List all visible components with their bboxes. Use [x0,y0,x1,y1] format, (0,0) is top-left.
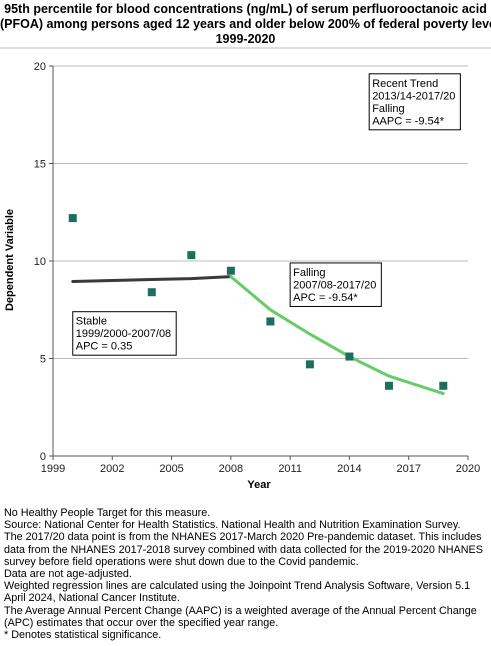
footnotes: No Healthy People Target for this measur… [4,507,488,641]
annotation-line-3-1: Recent Trend [372,78,438,90]
trend-segment-1 [71,275,233,283]
x-tick-label-2008: 2008 [219,463,243,475]
annotation-line-2-1: Falling [293,267,325,279]
data-point-1 [68,214,77,223]
data-point-9 [439,381,448,390]
annotation-line-1-1: Stable [76,316,107,328]
note-age: Data are not age-adjusted. [4,568,132,581]
title-line-2: (PFOA) among persons aged 12 years and o… [0,17,491,31]
data-points [68,214,448,390]
chart-title: 95th percentile for blood concentrations… [0,2,491,47]
note-source: Source: National Center for Health Stati… [4,519,461,532]
y-axis-title: Dependent Variable [4,209,16,311]
annotation-line-3-4: AAPC = -9.54* [372,115,445,127]
trend-segment-2 [229,275,445,396]
note-target: No Healthy People Target for this measur… [4,507,211,519]
annotation-line-2-2: 2007/08-2017/20 [293,279,376,291]
y-tick-label-5: 5 [40,354,46,366]
x-axis-ticks: 1999 2002 2005 2008 2011 2014 2017 2020 [41,456,480,475]
note-dataset: The 2017/20 data point is from the NHANE… [4,531,483,568]
y-tick-label-20: 20 [34,61,46,73]
annotation-line-3-3: Falling [372,103,404,115]
y-tick-label-10: 10 [34,256,46,268]
trend-lines [71,275,445,396]
annotation-frame-1 [72,311,177,356]
annotation-line-3-2: 2013/14-2017/20 [372,90,455,102]
data-point-7 [345,352,354,361]
note-regression: Weighted regression lines are calculated… [4,580,471,605]
data-point-6 [305,360,314,369]
x-tick-label-2002: 2002 [100,463,124,475]
x-tick-label-2005: 2005 [159,463,183,475]
y-tick-label-0: 0 [40,451,46,463]
annotation-line-1-3: APC = 0.35 [76,341,133,353]
x-tick-label-1999: 1999 [41,463,65,475]
grid-lines [53,65,468,359]
data-point-8 [384,381,393,390]
note-significance: * Denotes statistical significance. [4,629,162,642]
x-tick-label-2017: 2017 [396,463,420,475]
annotation-line-1-2: 1999/2000-2007/08 [76,328,171,340]
title-line-3: 1999-2020 [215,32,276,46]
x-tick-label-2014: 2014 [337,463,361,475]
annotation-line-2-3: APC = -9.54* [293,292,358,304]
x-axis-title: Year [247,479,271,491]
y-tick-label-15: 15 [34,159,46,171]
x-tick-label-2020: 2020 [456,463,480,475]
y-axis-ticks: 0 5 10 15 20 [34,61,53,463]
x-tick-label-2011: 2011 [278,463,302,475]
title-line-1: 95th percentile for blood concentrations… [4,2,487,16]
annotation-frame-2 [289,262,382,307]
annotation-frame-3 [368,73,461,131]
note-aapc: The Average Annual Percent Change (AAPC)… [4,604,477,629]
data-point-2 [147,288,156,297]
data-point-4 [226,266,235,275]
chart-area: 1999 2002 2005 2008 2011 2014 2017 2020 0 5 10 15 2… [0,47,491,491]
data-point-3 [187,251,196,260]
data-point-5 [266,317,275,326]
